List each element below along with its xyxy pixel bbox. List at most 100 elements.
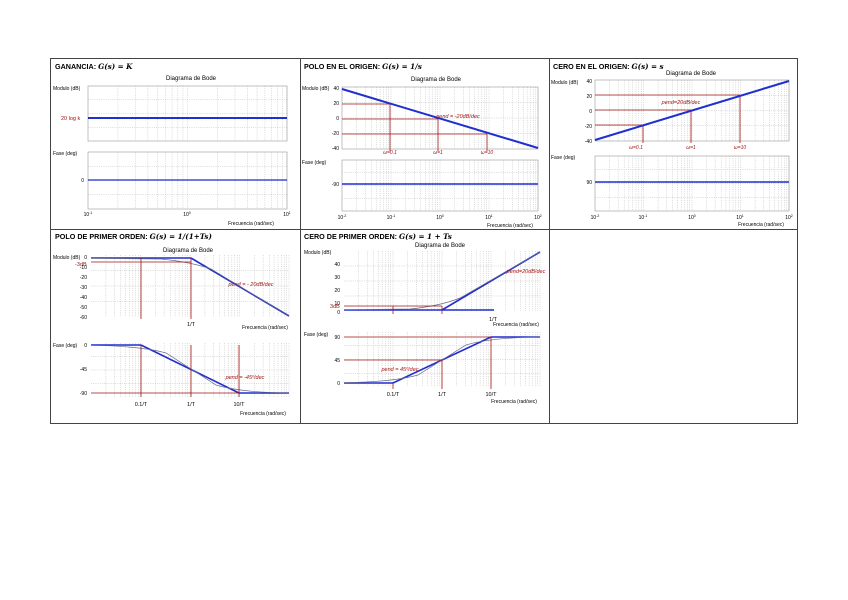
frequency-marker-label: ω=1 <box>686 145 696 151</box>
y-tick-label: -20 <box>80 275 87 281</box>
title-prefix: POLO DE PRIMER ORDEN: <box>55 232 150 241</box>
magnitude-tick-labels: 40 20 0 -20 -40 <box>332 86 339 152</box>
diagram-title: Diagrama de Bode <box>411 77 462 83</box>
x-marker-label: 0.1/T <box>135 402 148 408</box>
x-tick-label: 101 <box>283 211 291 218</box>
pole-origin-bode-plot: Diagrama de Bode Modulo (dB) 40 20 0 -20… <box>302 77 542 229</box>
panel-title: CERO EN EL ORIGEN: G(s) = s <box>553 62 664 71</box>
y-tick-label: -20 <box>585 124 592 130</box>
title-prefix: GANANCIA: <box>55 62 99 71</box>
phase-grid <box>344 332 541 387</box>
phase-axis-label: Fase (deg) <box>53 151 78 157</box>
phase-frame <box>594 155 790 212</box>
x-axis-label: Frecuencia (rad/sec) <box>228 221 274 227</box>
x-tick-label: 100 <box>436 214 444 221</box>
phase-slope-annotation: pend = -45º/dec <box>225 374 265 381</box>
phase-tick-label: -90 <box>332 182 339 188</box>
magnitude-axis-label: Modulo (dB) <box>302 86 330 92</box>
magnitude-frame <box>87 85 288 142</box>
y-tick-label: 0 <box>337 381 340 387</box>
phase-axis-label: Fase (deg) <box>304 332 329 338</box>
magnitude-curve <box>594 80 790 141</box>
phase-slope-annotation: pend = 45º/dec <box>380 366 418 373</box>
x-tick-label: 101 <box>736 214 744 221</box>
x-marker-label: 10/T <box>233 402 245 408</box>
diagram-title: Diagrama de Bode <box>666 71 717 77</box>
y-tick-label: 45 <box>334 358 340 364</box>
x-axis-label: Frecuencia (rad/sec) <box>487 223 533 229</box>
magnitude-axis-label: Modulo (dB) <box>304 250 332 256</box>
y-tick-label: -60 <box>80 315 87 321</box>
first-order-zero-panel: CERO DE PRIMER ORDEN: G(s) = 1 + Ts Diag… <box>300 229 549 425</box>
column-divider <box>300 59 301 423</box>
y-tick-label: 90 <box>334 335 340 341</box>
phase-asymptote-slope <box>140 344 240 394</box>
y-tick-label: -45 <box>80 367 87 373</box>
phase-axis-label: Fase (deg) <box>551 155 576 161</box>
x-axis-label: Frecuencia (rad/sec) <box>493 322 539 328</box>
x-tick-label: 100 <box>183 211 191 218</box>
magnitude-annotation: 20 log k <box>61 116 81 122</box>
x-tick-label: 10-2 <box>338 214 347 221</box>
magnitude-tick-labels: 40 30 20 10 0 <box>334 262 340 316</box>
y-tick-label: 10 <box>334 301 340 307</box>
x-tick-label: 10-1 <box>84 211 93 218</box>
y-tick-label: 0 <box>336 116 339 122</box>
slope-annotation: pend=20dB/dec <box>506 269 546 275</box>
diagram-title: Diagrama de Bode <box>166 76 217 82</box>
phase-axis-label: Fase (deg) <box>302 160 327 166</box>
y-tick-label: -40 <box>80 295 87 301</box>
y-tick-label: 20 <box>333 101 339 107</box>
x-tick-label: 10-2 <box>591 214 600 221</box>
phase-tick-labels: 90 45 0 <box>334 335 340 387</box>
x-axis-label: Frecuencia (rad/sec) <box>491 399 537 405</box>
y-tick-label: 30 <box>334 275 340 281</box>
x-axis-label: Frecuencia (rad/sec) <box>242 325 288 331</box>
x-axis-label: Frecuencia (rad/sec) <box>738 222 784 228</box>
x-marker-label: 10/T <box>485 392 497 398</box>
magnitude-axis-label: Modulo (dB) <box>551 80 579 86</box>
first-order-pole-panel: POLO DE PRIMER ORDEN: G(s) = 1/(1+Ts) Di… <box>51 229 300 425</box>
column-divider <box>549 59 550 423</box>
x-tick-labels: 10-2 10-1 100 101 102 <box>338 214 542 221</box>
phase-tick-labels: 0 -45 -90 <box>80 343 87 397</box>
empty-panel <box>549 229 799 425</box>
x-axis-label: Frecuencia (rad/sec) <box>240 411 286 417</box>
magnitude-tick-labels: 0 -10 -20 -30 -40 -50 -60 <box>80 255 87 321</box>
panel-title: GANANCIA: G(s) = K <box>55 62 132 71</box>
magnitude-frame <box>594 79 790 142</box>
title-prefix: CERO DE PRIMER ORDEN: <box>304 232 400 241</box>
frequency-marker-label: ω=0.1 <box>383 150 397 156</box>
title-prefix: CERO EN EL ORIGEN: <box>553 62 632 71</box>
y-tick-label: 0 <box>337 310 340 316</box>
phase-axis-label: Fase (deg) <box>53 343 78 349</box>
x-marker-label: 1/T <box>489 317 498 323</box>
y-tick-label: -10 <box>80 265 87 271</box>
gain-bode-plot: Diagrama de Bode Modulo (dB) 20 log k Fa… <box>53 76 291 227</box>
transfer-function: G(s) = K <box>98 62 133 71</box>
x-tick-label: 102 <box>534 214 542 221</box>
x-marker-label: 1/T <box>187 322 196 328</box>
zero-origin-panel: CERO EN EL ORIGEN: G(s) = s Diagrama de … <box>549 59 799 229</box>
magnitude-annotation: -3dB <box>75 262 87 268</box>
pole-origin-panel: POLO EN EL ORIGEN: G(s) = 1/s Diagrama d… <box>300 59 549 229</box>
magnitude-frame <box>341 86 539 150</box>
x-tick-label: 10-1 <box>387 214 396 221</box>
x-marker-label: 1/T <box>187 402 196 408</box>
phase-grid <box>342 160 539 211</box>
phase-grid <box>595 156 790 211</box>
y-tick-label: 20 <box>334 288 340 294</box>
magnitude-axis-label: Modulo (dB) <box>53 255 81 261</box>
magnitude-annotation: 3dB <box>330 304 340 310</box>
magnitude-curve <box>341 88 539 149</box>
frequency-marker-label: ω=0.1 <box>629 145 643 151</box>
magnitude-real-curve <box>90 257 290 317</box>
magnitude-tick-labels: 40 20 0 -20 -40 <box>585 79 592 145</box>
y-tick-label: 40 <box>334 262 340 268</box>
transfer-function: G(s) = 1/(1+Ts) <box>149 232 212 241</box>
frequency-marker-label: ω=1 <box>433 150 443 156</box>
frequency-marker-label: ω=10 <box>734 145 747 151</box>
transfer-function: G(s) = 1/s <box>382 62 422 71</box>
x-marker-label: 1/T <box>438 392 447 398</box>
slope-annotation: pend=20dB/dec <box>661 100 701 106</box>
